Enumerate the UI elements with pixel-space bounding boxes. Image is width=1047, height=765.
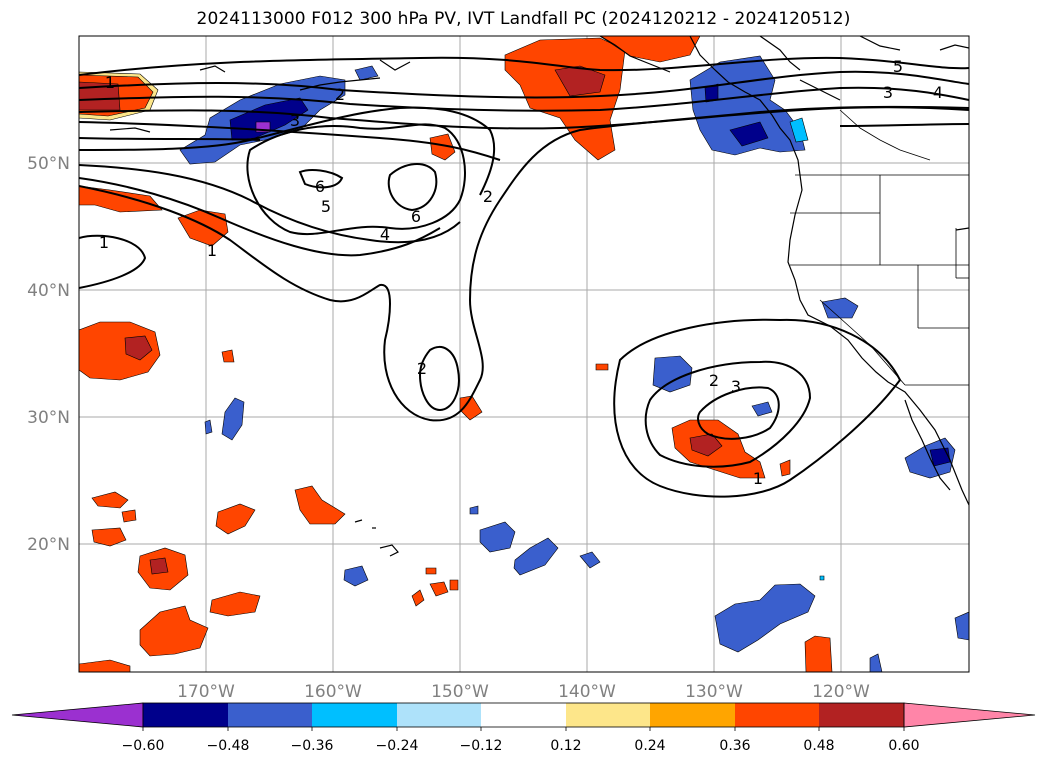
colorbar-tick-label: 0.24 [634, 738, 665, 754]
lon-label: 160°W [304, 682, 362, 702]
colorbar-segment [650, 703, 735, 727]
contour-label: 6 [315, 177, 325, 196]
colorbar-tick-label: −0.12 [460, 738, 503, 754]
contour-label: 1 [105, 73, 115, 92]
colorbar-segment [312, 703, 397, 727]
contour-label: 1 [753, 469, 763, 488]
colorbar-segment [819, 703, 904, 727]
contour-label: 2 [417, 359, 427, 378]
colorbar-segment [228, 703, 312, 727]
colorbar-tick-labels: −0.60 −0.48 −0.36 −0.24 −0.12 0.12 0.24 … [122, 738, 920, 754]
coastlines [109, 36, 969, 557]
colorbar-segment [481, 703, 566, 727]
colorbar-ticks [142, 727, 905, 731]
borders [790, 109, 969, 386]
contour-label: 3 [883, 83, 893, 102]
longitude-labels: 170°W 160°W 150°W 140°W 130°W 120°W [177, 682, 870, 702]
lon-label: 120°W [812, 682, 870, 702]
colorbar-segment [735, 703, 819, 727]
colorbar: −0.60 −0.48 −0.36 −0.24 −0.12 0.12 0.24 … [11, 702, 1036, 754]
colorbar-tick-label: −0.60 [122, 738, 165, 754]
colorbar-tick-label: −0.36 [291, 738, 334, 754]
lat-label: 20°N [27, 535, 70, 555]
latitude-labels: 50°N 40°N 30°N 20°N [27, 154, 70, 555]
colorbar-segment [397, 703, 481, 727]
colorbar-extend-low [11, 702, 144, 728]
lat-label: 40°N [27, 281, 70, 301]
contour-label: 3 [290, 111, 300, 130]
contour-label: 4 [933, 83, 943, 102]
colorbar-frame [142, 702, 905, 728]
map-title: 2024113000 F012 300 hPa PV, IVT Landfall… [196, 9, 851, 29]
lon-label: 140°W [558, 682, 616, 702]
colorbar-extend-high [903, 702, 1036, 728]
colorbar-tick-label: 0.36 [719, 738, 750, 754]
contour-label: 1 [99, 233, 109, 252]
colorbar-tick-label: 0.60 [888, 738, 919, 754]
contour-label: 2 [483, 187, 493, 206]
colorbar-segment [143, 703, 228, 727]
contour-label: 5 [893, 57, 903, 76]
lon-label: 130°W [685, 682, 743, 702]
colorbar-segment [566, 703, 650, 727]
colorbar-tick-label: −0.24 [376, 738, 419, 754]
contour-label: 4 [380, 225, 390, 244]
map-panel: 1 2 3 5 3 4 6 5 6 4 2 1 1 2 2 3 1 [79, 36, 969, 672]
contour-label: 3 [731, 377, 741, 396]
colorbar-tick-label: 0.48 [803, 738, 834, 754]
contour-label: 2 [709, 371, 719, 390]
lat-label: 50°N [27, 154, 70, 174]
colorbar-tick-label: −0.48 [207, 738, 250, 754]
lat-label: 30°N [27, 408, 70, 428]
lon-label: 150°W [431, 682, 489, 702]
lon-label: 170°W [177, 682, 235, 702]
contour-label: 6 [411, 207, 421, 226]
contour-label: 5 [321, 197, 331, 216]
pv-contours [79, 56, 969, 498]
contour-label: 1 [207, 241, 217, 260]
colorbar-tick-label: 0.12 [550, 738, 581, 754]
contour-labels: 1 2 3 5 3 4 6 5 6 4 2 1 1 2 2 3 1 [99, 57, 943, 488]
contour-label: 2 [335, 85, 345, 104]
map-frame [78, 35, 970, 673]
